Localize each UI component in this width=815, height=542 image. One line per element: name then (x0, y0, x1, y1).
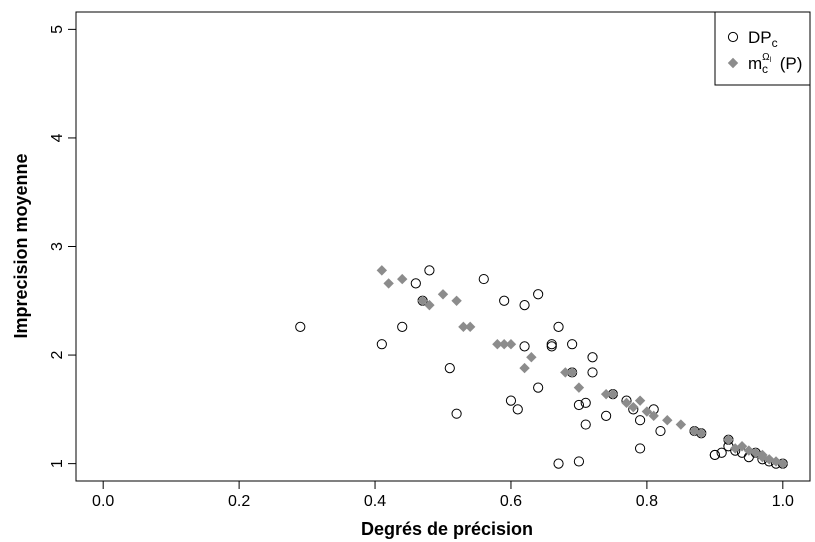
data-point (451, 408, 462, 419)
data-point (716, 447, 727, 458)
y-axis-title: Imprecision moyenne (11, 153, 31, 338)
data-point (580, 419, 591, 430)
data-point (519, 341, 530, 352)
data-point (424, 265, 435, 276)
data-point (383, 278, 394, 289)
data-point (498, 339, 510, 350)
legend-label: mΩl c (P) (748, 52, 802, 76)
data-point (587, 352, 598, 363)
x-tick-label: 0.8 (636, 493, 658, 510)
data-point (634, 395, 646, 406)
legend-marker (727, 57, 739, 69)
data-point (526, 352, 537, 363)
data-point (736, 441, 748, 452)
data-point (397, 273, 408, 285)
y-tick-label: 5 (49, 25, 66, 34)
data-point (424, 299, 435, 311)
data-point (458, 321, 469, 333)
data-point (634, 443, 646, 454)
data-point (587, 367, 598, 378)
data-point (376, 339, 387, 350)
x-tick-label: 0.6 (500, 493, 522, 510)
data-point (573, 382, 585, 393)
data-point (607, 388, 619, 400)
y-axis: 1 2 3 4 5 (49, 25, 77, 468)
data-point (573, 399, 585, 411)
y-tick-label: 4 (49, 133, 66, 142)
data-point (376, 265, 388, 276)
data-point (410, 278, 421, 289)
data-point (295, 321, 306, 332)
data-point (601, 410, 612, 421)
data-point (573, 456, 585, 467)
data-point (662, 415, 673, 426)
x-tick-label: 0.0 (92, 493, 114, 510)
y-tick-label: 3 (49, 242, 66, 251)
data-point (519, 362, 530, 374)
y-tick-label: 1 (49, 459, 66, 468)
data-point (757, 451, 768, 463)
series-layer (295, 265, 789, 469)
data-point (492, 339, 503, 350)
data-point (770, 456, 782, 467)
data-point (437, 289, 449, 300)
x-tick-label: 0.4 (364, 493, 386, 510)
data-point (675, 419, 687, 430)
data-point (553, 321, 564, 332)
data-point (696, 428, 707, 439)
data-point (655, 425, 666, 437)
data-point (499, 295, 510, 306)
series-mc-omega (376, 265, 789, 469)
data-point (634, 415, 646, 426)
data-point (689, 425, 700, 437)
data-point (553, 458, 564, 469)
data-point (417, 295, 428, 306)
data-point (505, 339, 517, 350)
data-point (621, 397, 632, 409)
x-axis-title: Degrés de précision (361, 519, 533, 539)
data-point (709, 449, 720, 461)
data-point (641, 406, 653, 417)
data-point (546, 341, 557, 352)
data-point (512, 404, 523, 415)
legend-box (714, 11, 811, 86)
data-point (519, 300, 530, 311)
x-axis: 0.0 0.2 0.4 0.6 0.8 1.0 (92, 480, 794, 510)
data-point (478, 273, 489, 285)
data-point (546, 339, 557, 350)
data-point (533, 382, 544, 393)
data-point (533, 289, 544, 300)
data-point (764, 454, 775, 465)
data-point (560, 367, 571, 378)
x-tick-label: 0.2 (228, 493, 250, 510)
data-point (628, 401, 639, 413)
data-point (580, 397, 591, 408)
legend-label: DPc (748, 28, 778, 50)
plot-frame (75, 11, 811, 482)
legend-marker (727, 31, 739, 43)
series-dpc (295, 265, 788, 469)
x-tick-label: 1.0 (772, 493, 794, 510)
data-point (723, 434, 734, 445)
data-point (505, 395, 517, 406)
y-tick-label: 2 (49, 351, 66, 360)
data-point (600, 388, 612, 400)
data-point (743, 445, 755, 456)
data-point (566, 367, 578, 378)
data-point (397, 321, 408, 332)
data-point (567, 339, 578, 350)
data-point (648, 410, 659, 422)
data-point (451, 295, 462, 306)
data-point (464, 321, 476, 333)
data-point (777, 458, 789, 469)
data-point (444, 362, 455, 374)
